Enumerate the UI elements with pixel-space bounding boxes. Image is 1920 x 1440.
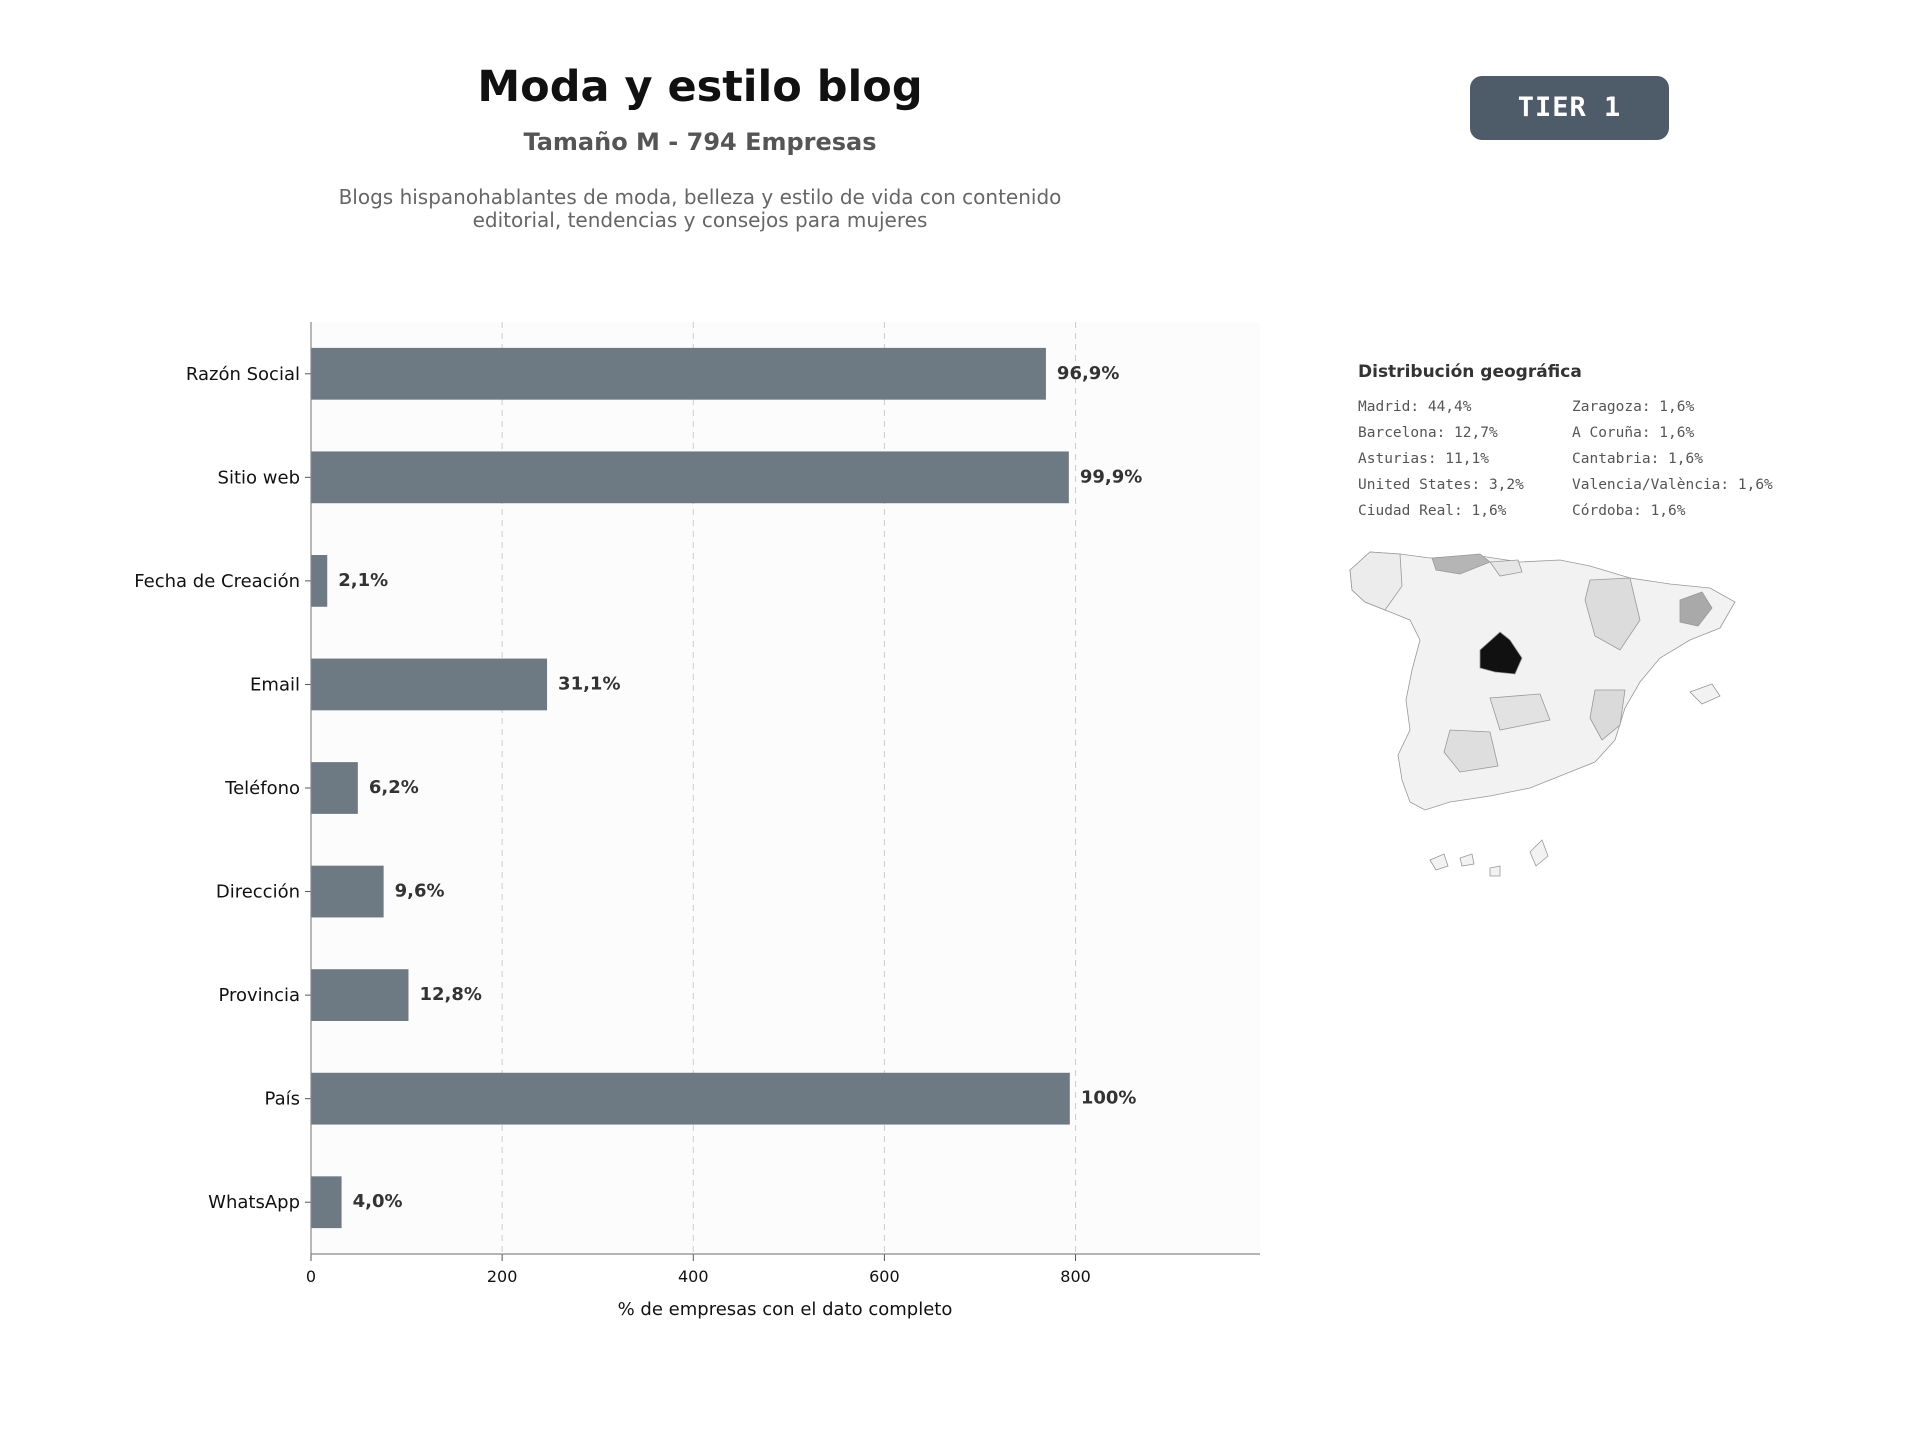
bar-chart: Razón Social Sitio web Fecha de Creación Em…	[134, 322, 1260, 1320]
y-tick-label: País	[265, 1089, 300, 1110]
x-tick-label: 0	[306, 1267, 316, 1286]
y-tick-label: Teléfono	[224, 778, 300, 799]
x-tick-label: 200	[487, 1267, 518, 1286]
geo-item: Zaragoza: 1,6%	[1572, 399, 1695, 415]
map-zaragoza	[1584, 577, 1641, 651]
bar	[311, 347, 1046, 400]
data-label: 2,1%	[338, 570, 388, 591]
bar	[311, 555, 328, 607]
bar	[311, 658, 548, 711]
bar	[311, 1176, 342, 1229]
map-canary	[1429, 839, 1549, 877]
bar	[311, 969, 409, 1021]
map-asturias	[1431, 553, 1491, 575]
map-ciudad-real	[1489, 693, 1551, 731]
geo-item: Barcelona: 12,7%	[1358, 425, 1498, 441]
y-tick-label: Email	[250, 674, 300, 695]
page-subtitle: Tamaño M - 794 Empresas	[523, 128, 877, 156]
geo-item: Cantabria: 1,6%	[1572, 451, 1703, 467]
geo-item: Madrid: 44,4%	[1358, 399, 1472, 415]
y-tick-label: Provincia	[218, 985, 300, 1006]
geo-distribution-list: Madrid: 44,4% Zaragoza: 1,6% Barcelona: 12…	[1358, 398, 1798, 520]
map-barcelona	[1679, 591, 1713, 627]
x-tick-label: 400	[678, 1267, 709, 1286]
data-label: 31,1%	[558, 673, 620, 694]
map-mainland	[1349, 551, 1736, 811]
x-axis-ticks: 0 200 400 600 800	[306, 1254, 1091, 1286]
y-tick-label: Sitio web	[218, 467, 300, 488]
y-axis-labels: Razón Social Sitio web Fecha de Creación Em…	[134, 364, 311, 1213]
spain-map	[1349, 551, 1736, 877]
y-tick-label: Fecha de Creación	[134, 571, 300, 592]
data-label: 9,6%	[395, 881, 445, 902]
x-axis-label: % de empresas con el dato completo	[618, 1299, 953, 1320]
value-labels: 96,9% 99,9% 2,1% 31,1% 6,2% 9,6% 12,8% 100% 4,0%	[338, 363, 1142, 1212]
page-description: Blogs hispanohablantes de moda, belleza …	[300, 186, 1100, 232]
bar	[311, 762, 358, 814]
geo-item: Asturias: 11,1%	[1358, 451, 1489, 467]
geo-item: Ciudad Real: 1,6%	[1358, 503, 1507, 519]
geo-title: Distribución geográfica	[1358, 362, 1582, 382]
map-cantabria	[1489, 559, 1523, 577]
geo-item: Córdoba: 1,6%	[1572, 503, 1686, 519]
map-balearic	[1689, 683, 1721, 705]
description-line-2: editorial, tendencias y consejos para mu…	[472, 208, 928, 232]
geo-item: A Coruña: 1,6%	[1572, 425, 1695, 441]
data-label: 99,9%	[1080, 466, 1142, 487]
map-galicia	[1349, 551, 1403, 611]
y-tick-label: Dirección	[216, 882, 300, 903]
bar	[311, 451, 1069, 504]
y-tick-label: Razón Social	[186, 364, 300, 385]
data-label: 4,0%	[353, 1191, 403, 1212]
map-valencia	[1589, 689, 1626, 741]
tier-badge: TIER 1	[1470, 76, 1669, 140]
geo-item: Valencia/València: 1,6%	[1572, 477, 1773, 493]
x-tick-label: 800	[1060, 1267, 1091, 1286]
x-tick-label: 600	[869, 1267, 900, 1286]
description-line-1: Blogs hispanohablantes de moda, belleza …	[338, 185, 1062, 209]
bar	[311, 865, 384, 918]
map-madrid	[1479, 631, 1523, 675]
data-label: 100%	[1081, 1088, 1137, 1109]
data-label: 12,8%	[419, 984, 481, 1005]
page-title: Moda y estilo blog	[477, 62, 923, 112]
data-label: 96,9%	[1057, 363, 1119, 384]
geo-item: United States: 3,2%	[1358, 477, 1524, 493]
map-cordoba	[1443, 729, 1499, 773]
bars-group	[311, 347, 1070, 1229]
bar	[311, 1072, 1070, 1125]
y-tick-label: WhatsApp	[208, 1192, 300, 1213]
data-label: 6,2%	[369, 777, 419, 798]
